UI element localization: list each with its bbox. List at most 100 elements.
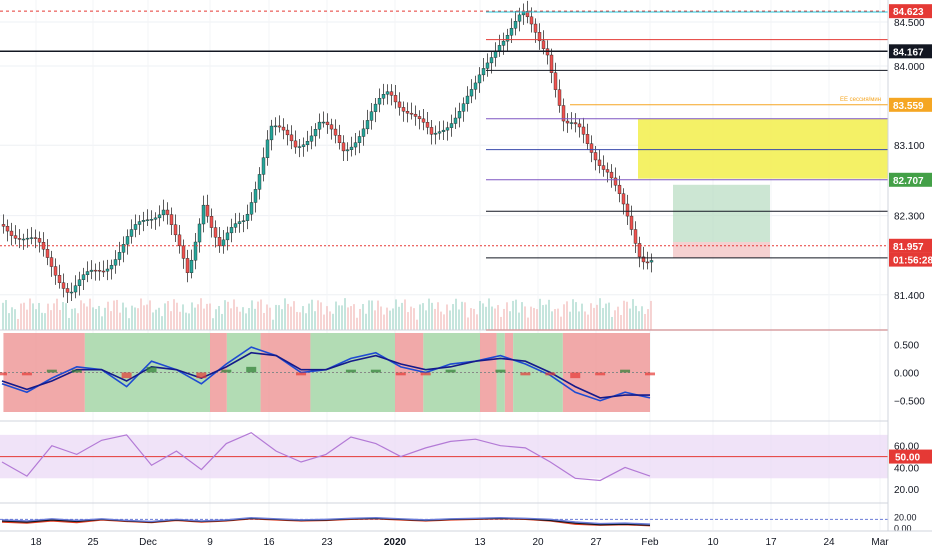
volume-bar (317, 300, 319, 330)
volume-bar (131, 305, 133, 330)
time-tick-label: 20 (532, 537, 544, 548)
time-tick-label: 18 (30, 537, 42, 548)
candle-body (393, 95, 398, 103)
volume-bar (383, 314, 385, 330)
macd-histogram-bar (620, 369, 631, 373)
volume-bar (164, 303, 166, 330)
volume-bar (245, 313, 247, 330)
candle-body (525, 11, 530, 18)
volume-bar (71, 308, 73, 330)
candle-body (529, 16, 534, 25)
macd-panel[interactable] (0, 333, 655, 412)
volume-bar (407, 312, 409, 330)
volume-bar (419, 304, 421, 330)
volume-bar (404, 299, 406, 330)
volume-bar (209, 303, 211, 330)
volume-bar (167, 301, 169, 330)
candle-body (245, 213, 250, 221)
osc-line (1, 517, 651, 525)
macd-histogram-bar (520, 372, 531, 376)
volume-bar (143, 305, 145, 330)
volume-bar (65, 303, 67, 330)
volume-bar (632, 299, 634, 330)
volume-bar (20, 303, 22, 330)
volume-bar (161, 316, 163, 330)
supply-zone-box[interactable] (638, 118, 888, 179)
position-target-box[interactable] (673, 184, 770, 242)
macd-histogram-bar (345, 369, 356, 373)
volume-bar (302, 306, 304, 330)
rsi-panel[interactable] (0, 431, 888, 482)
price-badge-label: 84.623 (893, 7, 924, 18)
volume-bar (257, 301, 259, 330)
candle-body (361, 128, 366, 137)
oscillator-panel[interactable] (0, 517, 888, 527)
volume-bar (365, 313, 367, 330)
macd-line (1, 351, 650, 399)
candle-body (77, 279, 82, 286)
position-stop-box[interactable] (673, 242, 770, 258)
candle-body (225, 232, 230, 241)
volume-bar (2, 302, 4, 330)
volume-bar (617, 306, 619, 330)
volume-bar (479, 300, 481, 330)
volume-bar (197, 304, 199, 330)
volume-bar (413, 308, 415, 330)
time-scale[interactable]: 18 25 Dec 9 16 23 2020 13 20 27 Feb 10 17 24 Mar (0, 530, 932, 548)
macd-histogram-bar (545, 372, 556, 376)
rsi-tick-label: 20.00 (894, 485, 919, 496)
volume-bar (341, 305, 343, 330)
candle-body (597, 159, 602, 166)
macd-histogram-bar (196, 372, 207, 379)
volume-bar (485, 306, 487, 330)
volume-bar (185, 312, 187, 330)
candle-body (305, 141, 310, 146)
volume-bar (344, 298, 346, 330)
candle-body (557, 89, 562, 106)
volume-bar (494, 308, 496, 330)
volume-bar (416, 319, 418, 330)
volume-bar (647, 309, 649, 330)
candle-body (201, 204, 206, 225)
price-badge-label: 81.957 (893, 242, 924, 253)
volume-bar (389, 310, 391, 330)
price-scale[interactable]: 84.500 84.000 83.100 82.300 81.400 84.623 84.1… (840, 0, 932, 550)
volume-bar (500, 316, 502, 330)
candle-body (141, 220, 146, 222)
candle-body (401, 107, 406, 112)
macd-histogram-bar (395, 372, 406, 376)
volume-bar (275, 304, 277, 330)
volume-bar (515, 299, 517, 330)
volume-bar (299, 312, 301, 330)
candle-body (505, 35, 510, 42)
volume-bar (569, 311, 571, 330)
volume-bar (278, 305, 280, 330)
drawings[interactable] (638, 118, 888, 258)
volume-bar (284, 298, 286, 330)
candle-body (473, 82, 478, 90)
candle-body (233, 223, 238, 228)
volume-bar (521, 302, 523, 330)
volume-bar (614, 310, 616, 330)
volume-bar (428, 298, 430, 330)
candle-body (341, 142, 346, 152)
volume-bar (566, 301, 568, 330)
volume-bar (335, 301, 337, 330)
volume-bar (554, 309, 556, 330)
volume-bar (602, 307, 604, 330)
volume-bars (2, 298, 652, 330)
volume-bar (578, 311, 580, 330)
candle-body (121, 244, 126, 253)
volume-bar (635, 305, 637, 330)
volume-bar (50, 310, 52, 330)
osc-tick-label: 0.00 (894, 523, 912, 533)
candle-body (573, 122, 578, 125)
candle-body (73, 285, 78, 293)
candle-body (377, 98, 382, 105)
candle-body (453, 117, 458, 124)
time-tick-label: Mar (871, 537, 889, 548)
candle-body (13, 235, 18, 239)
candle-body (561, 105, 566, 122)
volume-bar (455, 298, 457, 330)
